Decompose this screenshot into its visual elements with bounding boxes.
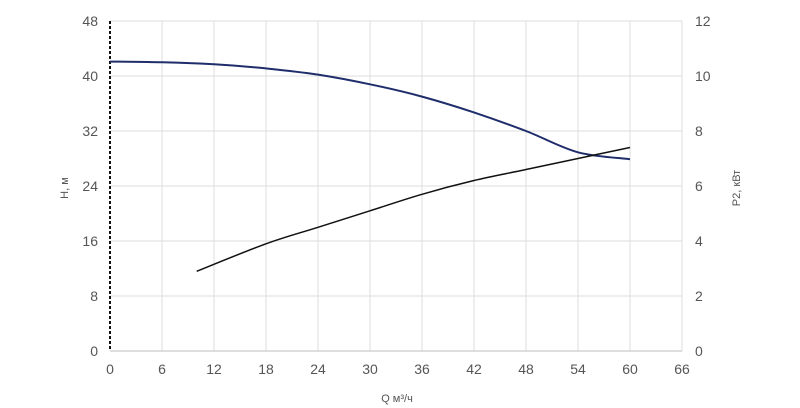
x-tick-label-36: 36: [414, 361, 430, 377]
power-curve-line: [196, 146, 631, 272]
x-axis-title: Q м³/ч: [381, 393, 413, 405]
x-tick-label-18: 18: [258, 361, 274, 377]
head-curve-line: [109, 60, 631, 161]
right-y-tick-label-12: 12: [695, 13, 711, 29]
left-y-tick-label-0: 0: [90, 343, 98, 359]
x-tick-label-6: 6: [158, 361, 166, 377]
x-tick-label-0: 0: [106, 361, 114, 377]
x-tick-label-42: 42: [466, 361, 482, 377]
left-y-tick-label-8: 8: [90, 288, 98, 304]
right-y-tick-label-6: 6: [695, 178, 703, 194]
right-y-tick-label-10: 10: [695, 68, 711, 84]
right-y-tick-label-0: 0: [695, 343, 703, 359]
x-tick-label-30: 30: [362, 361, 378, 377]
left-y-tick-label-32: 32: [82, 123, 98, 139]
x-tick-label-24: 24: [310, 361, 326, 377]
right-y-tick-label-4: 4: [695, 233, 703, 249]
left-y-tick-label-40: 40: [82, 68, 98, 84]
x-tick-label-48: 48: [518, 361, 534, 377]
left-y-axis-title: H, м: [59, 177, 71, 199]
tick-labels: 0 6 12 18 24 30 36 42 48 54 60 66081624324048024681…: [82, 13, 710, 377]
right-y-tick-label-2: 2: [695, 288, 703, 304]
x-tick-label-66: 66: [674, 361, 690, 377]
x-tick-label-60: 60: [622, 361, 638, 377]
right-y-tick-label-8: 8: [695, 123, 703, 139]
left-y-tick-label-48: 48: [82, 13, 98, 29]
left-y-tick-label-16: 16: [82, 233, 98, 249]
right-y-axis-title: P2, кВт: [731, 170, 743, 206]
series-lines: [109, 60, 631, 272]
x-tick-label-54: 54: [570, 361, 586, 377]
axes: [109, 21, 682, 352]
x-tick-label-12: 12: [206, 361, 222, 377]
left-y-tick-label-24: 24: [82, 178, 98, 194]
grid-lines: [110, 20, 683, 351]
